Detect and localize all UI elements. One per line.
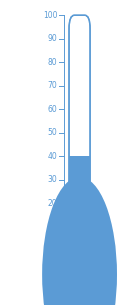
Text: 70: 70 (48, 81, 57, 90)
Text: 50: 50 (48, 128, 57, 137)
Text: 30: 30 (48, 175, 57, 184)
FancyBboxPatch shape (69, 15, 90, 250)
Text: 0: 0 (52, 246, 57, 255)
Text: 20: 20 (48, 199, 57, 208)
Text: 80: 80 (48, 58, 57, 67)
Text: 40: 40 (48, 152, 57, 161)
Text: 90: 90 (48, 34, 57, 43)
Text: 60: 60 (48, 105, 57, 114)
Text: 10: 10 (48, 222, 57, 231)
Circle shape (42, 177, 117, 305)
Bar (69, 156, 90, 250)
Bar (69, 156, 90, 274)
Text: 100: 100 (43, 11, 57, 20)
